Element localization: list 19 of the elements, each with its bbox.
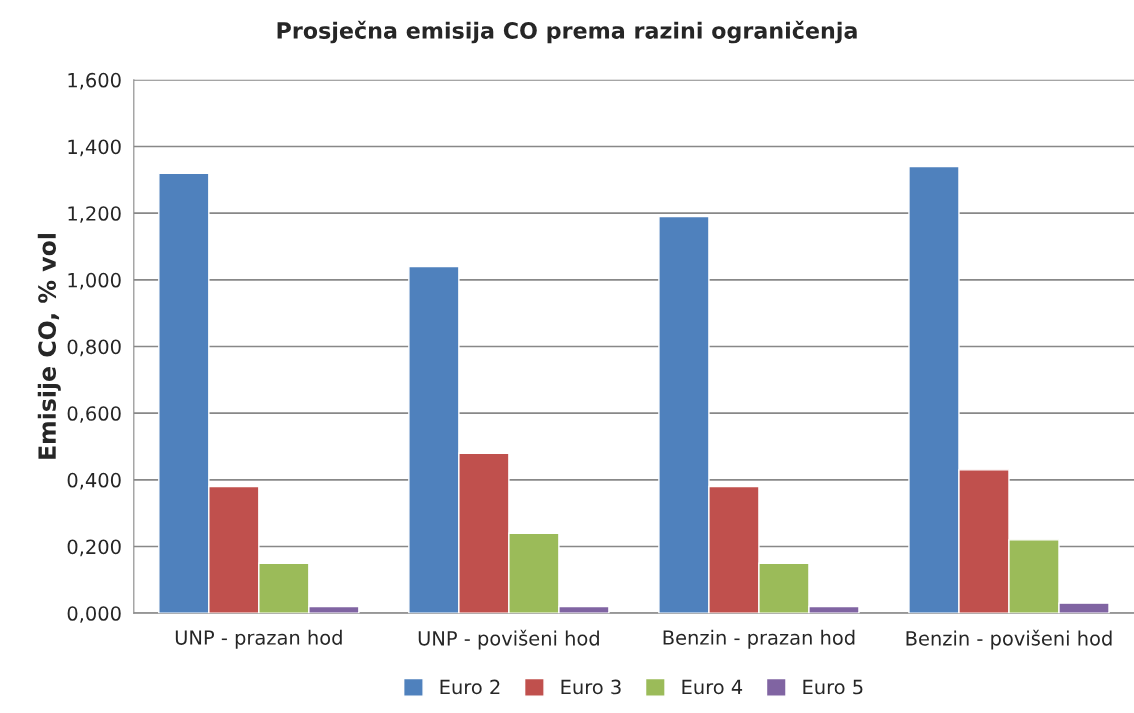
- legend-label: Euro 3: [561, 679, 621, 695]
- y-tick-label: 0,000: [67, 606, 121, 623]
- y-tick-label: 0,200: [67, 539, 121, 557]
- y-tick-label: 1,200: [68, 206, 121, 223]
- y-tick-label: 1,000: [68, 272, 121, 290]
- y-axis-title: Emisije CO, % vol: [37, 234, 61, 459]
- legend-label: Euro 4: [682, 679, 743, 695]
- y-tick-label: 0,600: [67, 406, 121, 423]
- x-tick-label: Benzin - povišeni hod: [906, 629, 1112, 650]
- y-tick-label: 1,400: [68, 139, 121, 157]
- x-tick-label: UNP - prazan hod: [175, 629, 342, 649]
- y-tick-label: 0,400: [67, 472, 121, 490]
- x-tick-label: UNP - povišeni hod: [418, 629, 599, 650]
- y-tick-label: 1,600: [68, 72, 121, 90]
- chart-title: Prosječna emisija CO prema razini ograničenja: [277, 20, 857, 44]
- x-tick-label: Benzin - prazan hod: [663, 629, 855, 649]
- legend-label: Euro 5: [803, 679, 863, 695]
- legend-label: Euro 2: [440, 679, 500, 695]
- y-tick-label: 0,800: [67, 339, 121, 357]
